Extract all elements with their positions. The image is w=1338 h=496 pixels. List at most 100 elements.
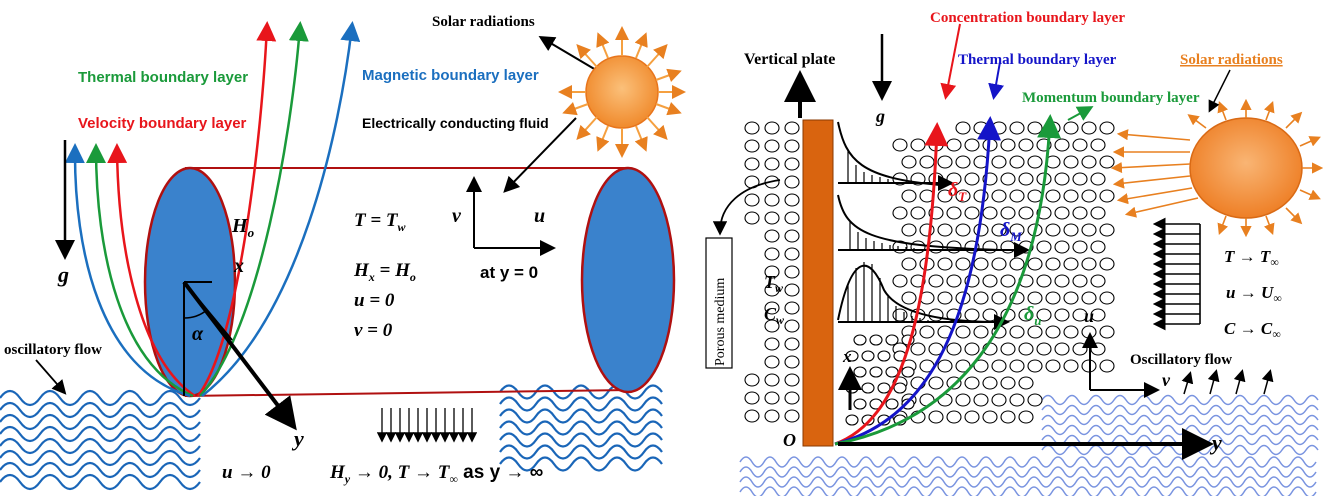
porous-circle — [784, 121, 800, 135]
left-sun — [558, 26, 686, 158]
porous-circle — [764, 409, 780, 423]
alpha-symbol: α — [192, 323, 204, 345]
v-symbol-right: v — [1162, 370, 1171, 390]
porous-circle — [1081, 223, 1097, 237]
v-symbol-left: v — [452, 205, 462, 227]
left-thermal-label: Thermal boundary layer — [78, 69, 248, 86]
porous-circle — [1099, 223, 1115, 237]
porous-circle — [1072, 206, 1088, 220]
porous-circle — [982, 274, 998, 288]
y-axis-arrow — [182, 280, 297, 431]
porous-circle — [784, 265, 800, 279]
porous-circle — [946, 342, 962, 356]
porous-circle — [910, 342, 926, 356]
porous-circle — [784, 139, 800, 153]
vertical-plate-label: Vertical plate — [744, 51, 835, 68]
porous-circle — [1099, 257, 1115, 271]
porous-circle — [991, 155, 1007, 169]
porous-circle — [1009, 359, 1025, 373]
porous-circle — [1018, 342, 1034, 356]
porous-circle — [784, 157, 800, 171]
right-wave-side — [1041, 394, 1319, 456]
y-symbol-left: y — [291, 426, 304, 451]
porous-circle — [973, 189, 989, 203]
porous-circle — [1081, 257, 1097, 271]
porous-circle — [991, 189, 1007, 203]
thermal-label: Thermal boundary layer — [958, 52, 1117, 68]
porous-circle — [784, 175, 800, 189]
porous-circle — [784, 409, 800, 423]
porous-circle — [877, 382, 891, 394]
x-symbol: x — [233, 255, 244, 277]
porous-circle — [982, 240, 998, 254]
cylinder-right-face — [580, 166, 676, 394]
porous-circle — [892, 274, 908, 288]
porous-circle — [1036, 308, 1052, 322]
porous-circle — [1009, 155, 1025, 169]
porous-circle — [1090, 342, 1106, 356]
oscillatory-flow-label: Oscillatory flow — [1130, 352, 1232, 368]
porous-circle — [910, 138, 926, 152]
porous-circle — [919, 325, 935, 339]
porous-circle — [1072, 240, 1088, 254]
porous-circle — [1036, 240, 1052, 254]
porous-circle — [764, 355, 780, 369]
porous-circle — [1054, 240, 1070, 254]
magnetic-field-arrows — [376, 408, 478, 443]
porous-circle — [845, 414, 859, 426]
porous-circle — [764, 373, 780, 387]
porous-circle — [955, 325, 971, 339]
porous-circle — [1054, 308, 1070, 322]
porous-circle — [784, 211, 800, 225]
porous-circle — [1063, 325, 1079, 339]
porous-circle — [1009, 189, 1025, 203]
momentum-curve — [834, 114, 1062, 446]
porous-circle — [1054, 138, 1070, 152]
porous-circle — [764, 391, 780, 405]
Cw-symbol: Cw — [764, 304, 785, 327]
porous-circle — [861, 350, 875, 362]
porous-circle — [1054, 206, 1070, 220]
porous-circle — [1000, 172, 1016, 186]
delta-T-symbol: δT — [948, 179, 967, 204]
porous-circle — [964, 308, 980, 322]
porous-circle — [744, 193, 760, 207]
porous-circle — [1054, 274, 1070, 288]
porous-circle — [861, 382, 875, 394]
porous-circle — [991, 291, 1007, 305]
porous-circle — [1027, 155, 1043, 169]
porous-circle — [1018, 138, 1034, 152]
porous-circle — [1018, 308, 1034, 322]
porous-circle — [973, 257, 989, 271]
porous-circle — [1081, 121, 1097, 135]
porous-circle — [937, 291, 953, 305]
porous-circle — [1000, 376, 1016, 390]
porous-circle — [937, 223, 953, 237]
porous-circle — [1099, 155, 1115, 169]
left-oscillatory-label: oscillatory flow — [4, 342, 102, 358]
porous-circle — [892, 308, 908, 322]
porous-circle — [1099, 291, 1115, 305]
velocity-curve-inner-left — [107, 143, 196, 398]
porous-circle — [1000, 274, 1016, 288]
porous-circle — [764, 229, 780, 243]
y-symbol-right: y — [1209, 430, 1222, 455]
porous-circle — [1009, 325, 1025, 339]
porous-circle — [784, 391, 800, 405]
porous-circle — [955, 393, 971, 407]
porous-circle — [1027, 189, 1043, 203]
porous-circle — [764, 337, 780, 351]
vertical-plate — [802, 119, 834, 447]
momentum-profile-bottom — [837, 262, 1010, 330]
porous-circle — [764, 139, 780, 153]
porous-circle — [893, 382, 907, 394]
porous-circle — [1063, 291, 1079, 305]
velocity-profile-top — [837, 121, 954, 191]
porous-circle — [901, 189, 917, 203]
porous-circle — [869, 366, 883, 378]
porous-circle — [964, 138, 980, 152]
porous-circle — [1027, 257, 1043, 271]
porous-circle — [1054, 172, 1070, 186]
porous-circle — [901, 366, 915, 378]
porous-circle — [1063, 155, 1079, 169]
